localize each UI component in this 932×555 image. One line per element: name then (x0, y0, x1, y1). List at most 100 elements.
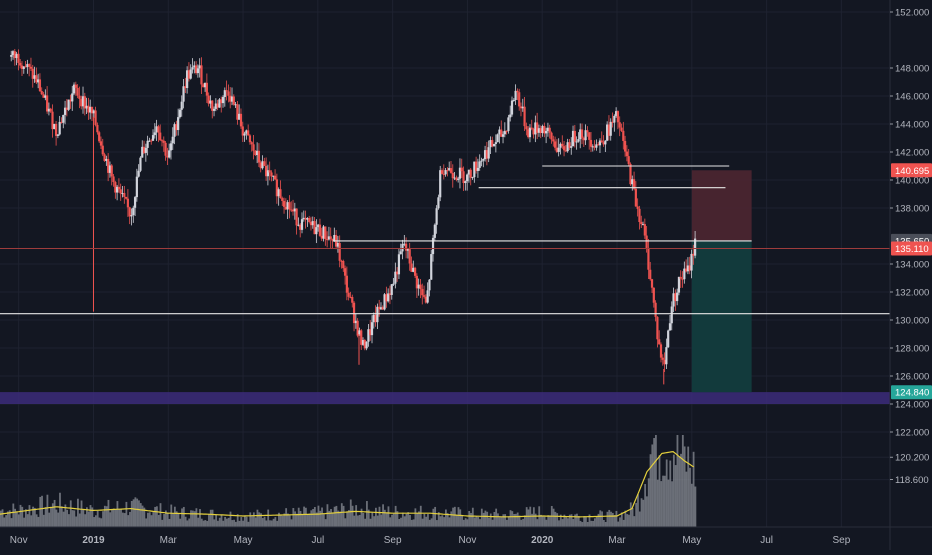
volume-bar (53, 499, 56, 527)
volume-bar (593, 518, 596, 527)
volume-bar (574, 514, 577, 527)
volume-bar (190, 510, 192, 527)
candle-body (656, 316, 659, 340)
volume-bar (48, 512, 51, 527)
volume-bar (159, 503, 162, 527)
candle-body (428, 279, 431, 291)
candle-body (81, 96, 85, 107)
volume-bar (175, 511, 178, 527)
volume-bar (432, 508, 435, 527)
candle-body (553, 141, 557, 148)
candle-body (65, 107, 68, 110)
y-tick-label: 122.000 (895, 428, 929, 439)
y-tick-label: 142.000 (895, 148, 929, 159)
volume-bar (651, 444, 654, 527)
candle-body (379, 307, 383, 310)
y-tick-label: 118.600 (895, 475, 929, 486)
volume-bar (86, 507, 88, 527)
candle-body (519, 106, 523, 109)
candle-body (279, 189, 282, 199)
candle-body (101, 145, 104, 155)
volume-bar (127, 515, 130, 527)
volume-bar (19, 504, 22, 527)
candle-body (388, 293, 392, 295)
candle-body (580, 129, 584, 138)
candle-body (661, 357, 664, 360)
candle-body (329, 236, 332, 239)
volume-bar (7, 511, 9, 527)
candle-body (128, 207, 131, 217)
candle-body (146, 140, 149, 148)
volume-bar (200, 518, 203, 527)
volume-bar (41, 495, 43, 527)
volume-bar (511, 511, 514, 527)
candle-body (94, 110, 97, 125)
candle-body (243, 133, 246, 136)
volume-bar (590, 520, 593, 527)
volume-bar (333, 506, 336, 527)
candle-body (354, 320, 357, 324)
candle-body (153, 132, 156, 136)
volume-bar (358, 514, 361, 527)
volume-bar (261, 518, 264, 527)
candle-body (367, 329, 370, 342)
candle-body (690, 253, 693, 271)
volume-bar (423, 513, 426, 527)
candle-body (180, 101, 183, 110)
candle-body (230, 96, 234, 102)
volume-bar (583, 516, 586, 527)
candle-body (157, 126, 160, 133)
candle-body (616, 111, 620, 123)
volume-bar (10, 518, 13, 527)
volume-bar (297, 507, 300, 527)
candle-body (159, 132, 162, 141)
candle-body (365, 341, 368, 349)
candle-body (692, 253, 695, 256)
price-axis-panel (890, 0, 932, 550)
candle-body (498, 129, 501, 135)
volume-bar (24, 509, 27, 527)
candle-body (340, 260, 343, 262)
volume-bar (428, 519, 431, 527)
candle-body (665, 347, 668, 365)
volume-bar (383, 509, 386, 527)
volume-bar (136, 498, 139, 527)
candle-body (234, 104, 237, 106)
volume-bar (274, 517, 277, 527)
x-tick-label: Jul (311, 535, 324, 546)
candle-body (119, 189, 122, 194)
candle-body (422, 295, 426, 297)
volume-bar (148, 512, 151, 527)
volume-bar (541, 516, 544, 527)
candle-body (168, 150, 171, 158)
volume-bar (1, 509, 4, 527)
candle-body (241, 126, 244, 136)
volume-bar (515, 513, 517, 527)
candle-body (593, 146, 596, 148)
volume-bar (166, 513, 169, 527)
candle-body (446, 170, 449, 172)
price-label-target-bg (891, 385, 932, 400)
candle-body (663, 359, 666, 365)
x-tick-label: 2019 (82, 535, 105, 546)
candle-body (42, 94, 45, 98)
volume-bar (319, 510, 322, 527)
volume-bar (579, 520, 582, 527)
candle-body (349, 296, 352, 298)
volume-bar (547, 515, 550, 527)
candle-body (361, 340, 365, 345)
candle-body (117, 186, 121, 190)
candle-body (392, 283, 395, 285)
volume-bar (443, 517, 446, 527)
volume-bar (89, 505, 92, 527)
candle-body (546, 127, 550, 131)
volume-bar (17, 514, 20, 527)
price-label-stop-bg (891, 163, 932, 178)
candle-body (56, 134, 59, 136)
volume-bar (497, 513, 499, 527)
volume-bar (100, 518, 103, 527)
candle-body (412, 267, 415, 272)
